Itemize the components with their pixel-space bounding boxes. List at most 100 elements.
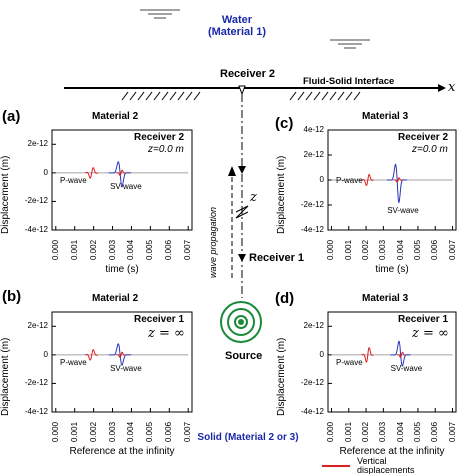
x-tick-label: 0.006 (164, 421, 174, 442)
y-tick-label: -4e-12 (300, 225, 324, 234)
panel-material-title: Material 2 (92, 293, 139, 304)
sv-wave-label: SV-wave (110, 364, 142, 373)
panel-material-title: Material 2 (92, 111, 139, 122)
x-tick-label: 0.005 (412, 239, 422, 260)
x-axis-arrowhead-icon (438, 84, 446, 92)
source-label: Source (225, 350, 263, 362)
plot-area (51, 311, 193, 413)
panel-receiver-label: Receiver 1 (134, 314, 185, 325)
x-tick-label: 0.005 (145, 421, 155, 442)
x-tick-label: 0.003 (378, 239, 388, 260)
water-title: Water (Material 1) (187, 14, 287, 38)
y-tick-label: 2e-12 (27, 321, 48, 331)
y-tick-label: 0 (43, 349, 48, 359)
x-tick-label: 0.003 (378, 421, 388, 442)
x-tick-label: 0.005 (145, 239, 155, 260)
hatch-left (121, 91, 201, 101)
panel-receiver-label: Receiver 2 (134, 132, 185, 143)
wave-propagation-label: wave propagation (208, 206, 218, 278)
source-icon (220, 301, 262, 343)
panel-condition-label: z = ∞ (148, 326, 185, 341)
x-tick-label: 0.002 (88, 421, 98, 442)
panel-material-title: Material 3 (362, 111, 409, 122)
x-tick-label: 0.006 (430, 239, 440, 260)
x-tick-label: 0.000 (326, 239, 336, 260)
plot-area (327, 129, 457, 231)
receiver2-marker-icon (238, 85, 246, 96)
x-tick-label: 0.003 (107, 239, 117, 260)
y-tick-label: -2e-12 (24, 196, 48, 206)
x-tick-label: 0.002 (88, 239, 98, 260)
solid-label: Solid (Material 2 or 3) (197, 432, 299, 443)
y-tick-label: 0 (43, 167, 48, 177)
hatch-right (289, 91, 361, 101)
x-tick-label: 0.007 (183, 239, 193, 260)
y-tick-label: -2e-12 (300, 200, 324, 209)
sv-red-component (116, 169, 126, 176)
x-tick-label: 0.004 (395, 239, 405, 260)
x-tick-label: 0.004 (395, 421, 405, 442)
plot-frame (51, 129, 193, 231)
panel-letter: (d) (275, 290, 295, 307)
p-wave-label: P-wave (336, 358, 363, 367)
x-tick-label: 0.000 (326, 421, 336, 442)
sv-wave-trace (390, 340, 411, 367)
y-axis-label: Displacement (m) (0, 155, 11, 234)
panel-letter: (a) (2, 108, 21, 125)
sv-wave-trace (108, 161, 132, 188)
panel-letter: (b) (2, 288, 22, 305)
legend-displacements: displacements (357, 465, 415, 474)
y-tick-label: 0 (319, 175, 324, 184)
plot-area (51, 129, 193, 231)
y-tick-label: -2e-12 (300, 378, 324, 388)
interface-label: Fluid-Solid Interface (303, 76, 395, 87)
z-axis-label: z (250, 190, 257, 205)
p-wave-label: P-wave (336, 176, 363, 185)
water-surface-icon (140, 9, 180, 19)
p-wave-trace (361, 347, 374, 363)
sv-wave-label: SV-wave (390, 364, 423, 373)
x-tick-label: 0.000 (50, 239, 60, 260)
x-tick-label: 0.003 (107, 421, 117, 442)
sv-wave-trace (108, 343, 132, 366)
panel-material-title: Material 3 (362, 293, 409, 304)
z-arrowhead-icon (238, 166, 246, 174)
y-tick-label: 2e-12 (303, 150, 324, 159)
receiver1-label: Receiver 1 (249, 252, 305, 264)
y-tick-label: -4e-12 (300, 407, 324, 416)
x-axis-label: x (448, 80, 456, 95)
x-tick-label: 0.005 (412, 421, 422, 442)
receiver1-marker-icon (238, 254, 246, 262)
sv-red-component (393, 177, 403, 183)
legend-vertical: Vertical (357, 456, 387, 466)
panel-receiver-label: Receiver 1 (398, 314, 449, 325)
y-axis-label: Displacement (m) (0, 337, 11, 416)
sv-red-component (116, 351, 126, 358)
plot-area (327, 311, 457, 413)
y-tick-label: 4e-12 (303, 125, 324, 134)
plot-frame (327, 311, 457, 413)
panel-receiver-label: Receiver 2 (398, 132, 449, 143)
p-wave-label: P-wave (60, 176, 87, 185)
sv-wave-label: SV-wave (110, 182, 142, 191)
water-title-line1: Water (221, 14, 253, 26)
x-tick-label: 0.001 (343, 421, 353, 442)
legend-text: Vertical displacements (357, 457, 415, 474)
panel-letter: (c) (275, 115, 294, 132)
x-axis-label: time (s) (375, 264, 409, 275)
x-tick-label: 0.006 (164, 239, 174, 260)
panel-condition-label: z=0.0 m (148, 144, 184, 155)
plot-frame (51, 311, 193, 413)
p-wave-trace (85, 349, 99, 361)
water-title-line2: (Material 1) (207, 26, 267, 38)
y-tick-label: -4e-12 (24, 407, 48, 416)
p-wave-trace (85, 167, 99, 179)
x-tick-label: 0.001 (69, 239, 79, 260)
x-tick-label: 0.004 (126, 421, 136, 442)
x-tick-label: 0.001 (69, 421, 79, 442)
p-wave-label: P-wave (60, 358, 87, 367)
panel-condition-label: z = ∞ (412, 326, 449, 341)
x-tick-label: 0.004 (126, 239, 136, 260)
